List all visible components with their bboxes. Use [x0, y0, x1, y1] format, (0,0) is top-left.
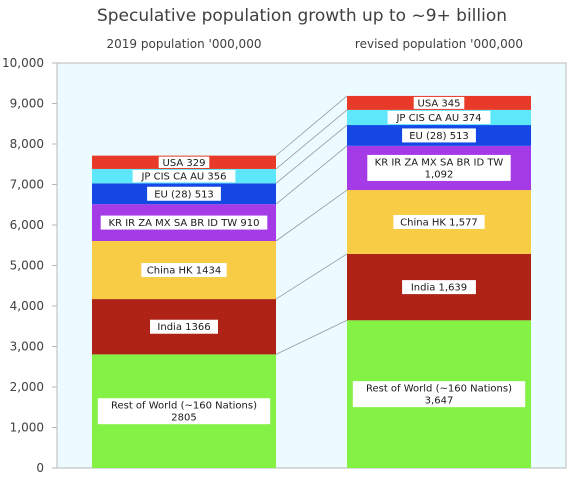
data-label-row: 2805	[171, 413, 196, 424]
y-tick-label: 7,000	[10, 178, 44, 192]
data-label-jp: JP CIS CA AU 356	[140, 172, 226, 183]
connector-line-china	[275, 189, 348, 242]
connector-line-kr	[275, 145, 348, 205]
data-label-india: India 1366	[157, 322, 210, 333]
y-tick-label: 9,000	[10, 97, 44, 111]
data-label-box	[393, 214, 485, 229]
y-tick-label: 8,000	[10, 137, 44, 151]
data-label-box	[132, 169, 236, 183]
y-tick-label: 1,000	[10, 421, 44, 435]
connector-line-india	[275, 253, 348, 300]
data-label-row: Rest of World (~160 Nations)	[111, 401, 257, 412]
data-label-india: India 1,639	[411, 283, 467, 294]
data-label-usa: USA 345	[418, 98, 461, 109]
y-tick-label: 3,000	[10, 340, 44, 354]
chart-title: Speculative population growth up to ~9+ …	[97, 6, 507, 26]
data-label-row: Rest of World (~160 Nations)	[366, 384, 512, 395]
data-label-kr: KR IR ZA MX SA BR ID TW	[375, 157, 504, 168]
y-tick-label: 10,000	[2, 56, 44, 70]
data-label-jp: JP CIS CA AU 374	[395, 113, 481, 124]
data-label-box	[402, 280, 476, 295]
data-label-box	[100, 215, 268, 230]
column-title: revised population '000,000	[355, 37, 523, 51]
data-label-box	[413, 96, 465, 109]
data-label-box	[141, 263, 227, 278]
data-label-row: 3,647	[425, 396, 454, 407]
data-label-kr: 1,092	[425, 169, 454, 180]
data-label-box	[387, 110, 491, 125]
data-label-box	[367, 154, 511, 181]
data-label-eu: EU (28) 513	[154, 189, 214, 200]
column-title: 2019 population '000,000	[107, 37, 262, 51]
data-label-box	[158, 156, 210, 168]
data-label-kr: KR IR ZA MX SA BR ID TW 910	[109, 218, 260, 229]
data-label-box	[97, 398, 271, 425]
data-label-eu: EU (28) 513	[409, 131, 469, 142]
data-label-box	[352, 381, 526, 408]
connector-line-eu	[275, 124, 348, 184]
connector-line-jp	[275, 109, 348, 170]
connector-line-usa	[275, 95, 348, 156]
data-label-box	[402, 128, 476, 143]
y-tick-label: 4,000	[10, 299, 44, 313]
data-label-box	[150, 319, 218, 334]
y-tick-label: 2,000	[10, 380, 44, 394]
y-tick-label: 6,000	[10, 218, 44, 232]
data-label-china: China HK 1434	[147, 266, 221, 277]
connector-line-row	[275, 319, 348, 355]
y-tick-label: 0	[36, 461, 44, 475]
data-label-china: China HK 1,577	[400, 217, 478, 228]
data-label-box	[147, 186, 221, 201]
y-tick-label: 5,000	[10, 259, 44, 273]
data-label-usa: USA 329	[163, 158, 206, 169]
